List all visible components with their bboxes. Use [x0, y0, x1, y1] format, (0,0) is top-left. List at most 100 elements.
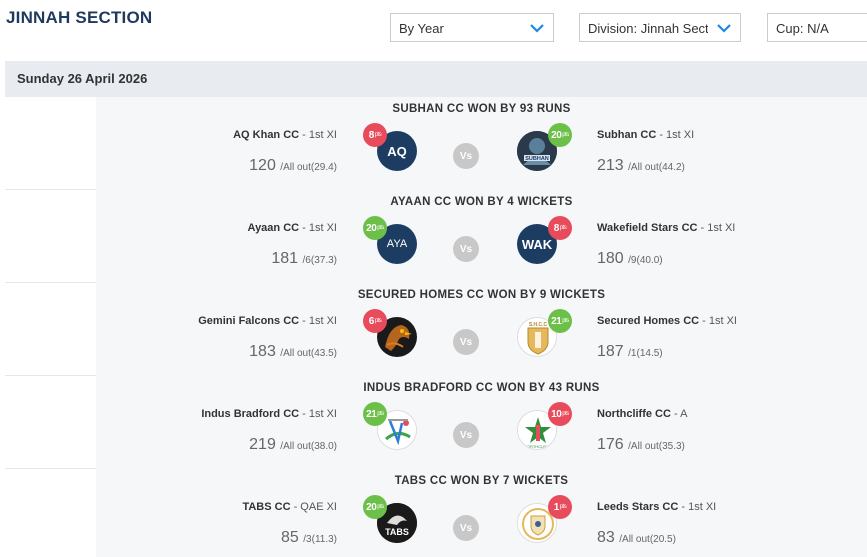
match-panel	[96, 190, 867, 283]
away-points-badge: 1 pts	[548, 495, 572, 519]
away-team[interactable]: Leeds Stars CC - 1st XI	[597, 501, 716, 513]
away-team-xi: - 1st XI	[656, 129, 695, 141]
home-overs: (11.3)	[311, 534, 337, 545]
away-wickets: /All out	[628, 441, 659, 452]
away-overs: (35.3)	[658, 441, 685, 452]
home-overs: (43.5)	[310, 348, 337, 359]
left-gutter	[5, 97, 82, 557]
away-score: 83 /All out(20.5)	[597, 529, 676, 547]
away-wickets: /All out	[628, 162, 659, 173]
away-points-badge: 20 pts	[548, 123, 572, 147]
away-score: 180 /9(40.0)	[597, 250, 663, 268]
svg-text:NORTHCLIFFE: NORTHCLIFFE	[524, 444, 552, 449]
away-team-name: Wakefield Stars CC	[597, 222, 698, 234]
away-team-xi: - 1st XI	[678, 501, 717, 513]
home-score: 85 /3(11.3)	[281, 529, 337, 547]
svg-text:TABS: TABS	[385, 527, 409, 537]
home-team-xi: - 1st XI	[299, 222, 337, 234]
away-logo-text: WAK	[521, 236, 553, 252]
period-select[interactable]: By Year	[390, 13, 554, 42]
match-panel	[96, 283, 867, 376]
match-result: SECURED HOMES CC WON BY 9 WICKETS	[357, 289, 606, 301]
match-panel	[96, 97, 867, 190]
vs-icon: Vs	[453, 329, 479, 355]
away-runs: 180	[597, 250, 624, 267]
cup-select[interactable]: Cup: N/A	[767, 13, 867, 42]
away-runs: 83	[597, 529, 615, 546]
chevron-down-icon	[717, 24, 731, 33]
falcon-logo-icon[interactable]	[377, 317, 417, 357]
away-score: 213 /All out(44.2)	[597, 157, 685, 175]
match-panel	[96, 376, 867, 469]
home-team-xi: - 1st XI	[299, 315, 337, 327]
vs-icon: Vs	[453, 515, 479, 541]
home-team-name: AQ Khan CC	[233, 129, 300, 141]
away-team-xi: - A	[670, 408, 688, 420]
away-team-name: Leeds Stars CC	[597, 501, 679, 513]
home-team-xi: - 1st XI	[299, 408, 337, 420]
home-team[interactable]: Ayaan CC - 1st XI	[248, 222, 337, 234]
home-runs: 181	[271, 250, 299, 267]
home-points-badge: 21 pts	[363, 402, 387, 426]
home-team[interactable]: TABS CC - QAE XI	[242, 501, 337, 513]
home-team-xi: - QAE XI	[290, 501, 337, 513]
home-wickets: /6	[302, 255, 311, 266]
home-points-badge: 20 pts	[363, 216, 387, 240]
match-card[interactable]: INDUS BRADFORD CC WON BY 43 RUNS Indus B…	[5, 376, 867, 469]
home-score: 181 /6(37.3)	[271, 250, 337, 268]
away-runs: 176	[597, 436, 624, 453]
away-team-xi: - 1st XI	[697, 222, 736, 234]
away-wickets: /9	[628, 255, 637, 266]
away-team[interactable]: Secured Homes CC - 1st XI	[597, 315, 737, 327]
home-wickets: /All out	[280, 348, 311, 359]
home-runs: 120	[249, 157, 276, 174]
away-points-badge: 21 pts	[548, 309, 572, 333]
match-card[interactable]: SECURED HOMES CC WON BY 9 WICKETS Gemini…	[5, 283, 867, 376]
away-team-name: Secured Homes CC	[597, 315, 700, 327]
away-wickets: /1	[628, 348, 637, 359]
away-team[interactable]: Northcliffe CC - A	[597, 408, 687, 420]
chevron-down-icon	[530, 24, 544, 33]
home-wickets: /3	[303, 534, 312, 545]
away-points-badge: 8 pts	[548, 216, 572, 240]
away-overs: (14.5)	[636, 348, 663, 359]
date-label: Sunday 26 April 2026	[17, 71, 148, 86]
away-team-name: Northcliffe CC	[597, 408, 671, 420]
home-team-name: Gemini Falcons CC	[198, 315, 300, 327]
home-score: 219 /All out(38.0)	[249, 436, 337, 454]
match-card[interactable]: AYAAN CC WON BY 4 WICKETS Ayaan CC - 1st…	[5, 190, 867, 283]
home-wickets: /All out	[280, 162, 311, 173]
home-overs: (29.4)	[310, 162, 337, 173]
svg-text:S.H.C.C: S.H.C.C	[529, 322, 548, 328]
home-overs: (37.3)	[310, 255, 337, 266]
home-logo-text: AYA	[386, 238, 408, 250]
period-select-value: By Year	[399, 21, 444, 36]
svg-text:SUBHAN: SUBHAN	[525, 156, 549, 162]
home-team[interactable]: AQ Khan CC - 1st XI	[233, 129, 337, 141]
home-points-badge: 8 pts	[363, 123, 387, 147]
away-team-xi: - 1st XI	[699, 315, 737, 327]
match-card[interactable]: SUBHAN CC WON BY 93 RUNS AQ Khan CC - 1s…	[5, 97, 867, 190]
match-card[interactable]: TABS CC WON BY 7 WICKETS TABS CC - QAE X…	[5, 469, 867, 557]
home-team[interactable]: Indus Bradford CC - 1st XI	[201, 408, 337, 420]
away-overs: (20.5)	[649, 534, 676, 545]
vs-icon: Vs	[453, 422, 479, 448]
page-header: JINNAH SECTION By Year Division: Jinnah …	[0, 0, 867, 60]
away-score: 176 /All out(35.3)	[597, 436, 685, 454]
home-logo-text: AQ	[387, 143, 407, 159]
home-team[interactable]: Gemini Falcons CC - 1st XI	[198, 315, 337, 327]
away-runs: 213	[597, 157, 624, 174]
division-select[interactable]: Division: Jinnah Section	[579, 13, 741, 42]
home-score: 120 /All out(29.4)	[249, 157, 337, 175]
match-result: INDUS BRADFORD CC WON BY 43 RUNS	[363, 382, 600, 394]
away-team-name: Subhan CC	[597, 129, 657, 141]
away-team[interactable]: Wakefield Stars CC - 1st XI	[597, 222, 735, 234]
away-overs: (40.0)	[636, 255, 663, 266]
home-team-xi: - 1st XI	[299, 129, 337, 141]
home-overs: (38.0)	[310, 441, 337, 452]
home-team-name: Indus Bradford CC	[201, 408, 300, 420]
division-select-value: Division: Jinnah Section	[588, 21, 708, 36]
vs-icon: Vs	[453, 143, 479, 169]
home-runs: 219	[249, 436, 276, 453]
away-team[interactable]: Subhan CC - 1st XI	[597, 129, 694, 141]
